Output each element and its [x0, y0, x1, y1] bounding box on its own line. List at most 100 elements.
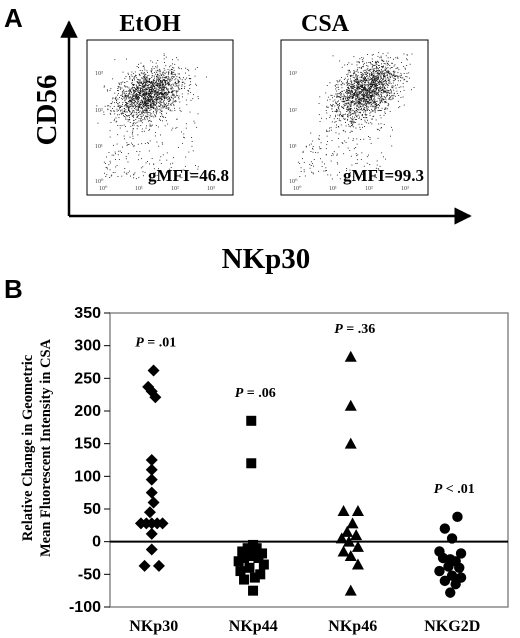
flow-event-dot	[118, 90, 119, 92]
flow-event-dot	[126, 118, 128, 120]
flow-event-dot	[297, 161, 299, 163]
flow-event-dot	[380, 84, 382, 85]
flow-event-dot	[411, 53, 413, 55]
flow-event-dot	[341, 84, 343, 86]
flow-event-dot	[356, 105, 358, 106]
flow-event-dot	[364, 90, 366, 91]
flow-event-dot	[138, 83, 140, 84]
flow-event-dot	[383, 90, 384, 92]
flow-event-dot	[351, 86, 353, 88]
flow-event-dot	[119, 125, 121, 126]
flow-event-dot	[338, 95, 340, 97]
flow-event-dot	[144, 74, 146, 76]
flow-event-dot	[371, 80, 373, 81]
flow-event-dot	[348, 104, 350, 106]
flow-event-dot	[137, 87, 138, 89]
flow-event-dot	[351, 113, 353, 115]
flow-event-dot	[336, 174, 338, 176]
flow-event-dot	[193, 94, 194, 96]
flow-event-dot	[388, 103, 390, 105]
flow-event-dot	[172, 162, 174, 164]
flow-event-dot	[312, 163, 313, 165]
flow-event-dot	[342, 108, 344, 109]
flow-event-dot	[160, 101, 162, 103]
flow-event-dot	[388, 71, 389, 72]
flow-event-dot	[152, 99, 154, 101]
flow-event-dot	[150, 94, 152, 96]
flow-event-dot	[378, 104, 380, 105]
flow-event-dot	[398, 69, 400, 71]
flow-event-dot	[159, 102, 160, 104]
flow-event-dot	[340, 94, 342, 96]
flow-event-dot	[151, 91, 153, 93]
flow-event-dot	[132, 132, 133, 134]
flow-event-dot	[161, 85, 163, 87]
flow-event-dot	[364, 84, 366, 86]
flow-event-dot	[378, 65, 379, 66]
flow-event-dot	[352, 120, 354, 122]
flow-event-dot	[120, 107, 121, 108]
flow-event-dot	[154, 87, 156, 89]
flow-event-dot	[160, 92, 162, 94]
flow-event-dot	[358, 94, 360, 96]
flow-event-dot	[382, 85, 384, 86]
flow-event-dot	[347, 103, 349, 105]
flow-event-dot	[305, 146, 307, 148]
flow-event-dot	[379, 90, 381, 92]
panel-a-letter: A	[4, 3, 23, 33]
flow-event-dot	[355, 91, 356, 92]
flow-event-dot	[369, 100, 371, 101]
flow-event-dot	[347, 94, 348, 96]
flow-event-dot	[148, 102, 150, 104]
flow-event-dot	[383, 91, 385, 93]
flow-event-dot	[173, 105, 175, 107]
x-tick-label: NKp44	[229, 618, 278, 635]
flow-event-dot	[141, 108, 143, 110]
flow-event-dot	[376, 62, 378, 63]
flow-event-dot	[378, 65, 380, 66]
flow-event-dot	[335, 121, 337, 122]
flow-event-dot	[372, 116, 374, 117]
flow-event-dot	[159, 69, 161, 71]
flow-event-dot	[180, 68, 182, 70]
flow-event-dot	[148, 88, 150, 90]
flow-event-dot	[130, 87, 132, 89]
flow-event-dot	[146, 116, 148, 118]
flow-event-dot	[346, 82, 348, 83]
data-point-square	[249, 572, 260, 583]
flow-event-dot	[174, 90, 176, 92]
flow-event-dot	[142, 88, 144, 90]
flow-event-dot	[350, 78, 351, 80]
flow-event-dot	[341, 106, 342, 108]
flow-event-dot	[357, 101, 359, 102]
flow-event-dot	[372, 100, 374, 102]
flow-event-dot	[352, 110, 354, 112]
flow-event-dot	[169, 79, 171, 81]
flow-event-dot	[175, 90, 177, 92]
flow-event-dot	[313, 159, 315, 160]
flow-event-dot	[116, 120, 118, 122]
flow-event-dot	[150, 102, 152, 103]
data-point-diamond	[145, 527, 158, 540]
flow-event-dot	[347, 90, 349, 91]
flow-event-dot	[350, 109, 351, 111]
flow-event-dot	[382, 78, 384, 80]
flow-event-dot	[356, 116, 358, 118]
flow-event-dot	[402, 96, 404, 98]
flow-event-dot	[119, 106, 121, 108]
flow-event-dot	[97, 122, 99, 124]
flow-event-dot	[152, 107, 153, 108]
flow-event-dot	[125, 102, 127, 103]
flow-event-dot	[189, 88, 191, 89]
flow-event-dot	[121, 125, 123, 127]
flow-event-dot	[359, 86, 361, 88]
flow-event-dot	[171, 94, 173, 96]
flow-event-dot	[382, 92, 384, 94]
flow-event-dot	[353, 112, 355, 114]
flow-event-dot	[353, 80, 355, 82]
flow-event-dot	[371, 90, 373, 92]
flow-event-dot	[394, 95, 396, 97]
flow-event-dot	[385, 84, 387, 86]
flow-event-dot	[145, 97, 146, 99]
flow-event-dot	[148, 92, 149, 94]
